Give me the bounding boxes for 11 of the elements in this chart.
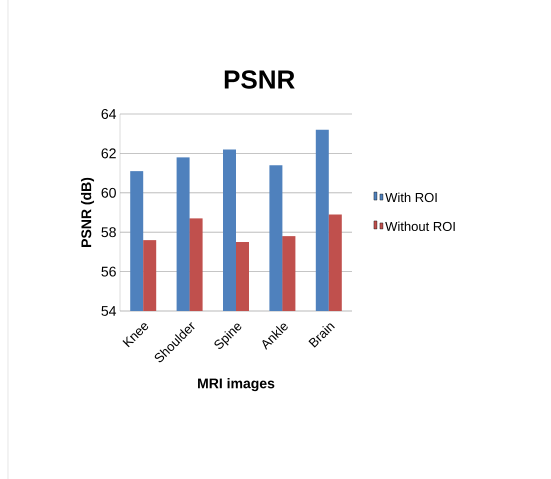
y-axis-title: PSNR (dB)	[80, 178, 94, 247]
y-tick-label: 60	[102, 188, 116, 198]
legend-label: Without ROI	[385, 221, 455, 232]
chart-title: PSNR	[224, 70, 295, 89]
y-tick-label: 54	[101, 306, 116, 316]
y-tick-label: 62	[102, 148, 116, 158]
y-tick-label: 64	[102, 109, 116, 119]
y-tick-label: 56	[101, 266, 116, 277]
y-tick-label: 58	[101, 227, 116, 238]
legend-label: With ROI	[385, 192, 437, 202]
x-axis-title: MRI images	[198, 378, 274, 392]
